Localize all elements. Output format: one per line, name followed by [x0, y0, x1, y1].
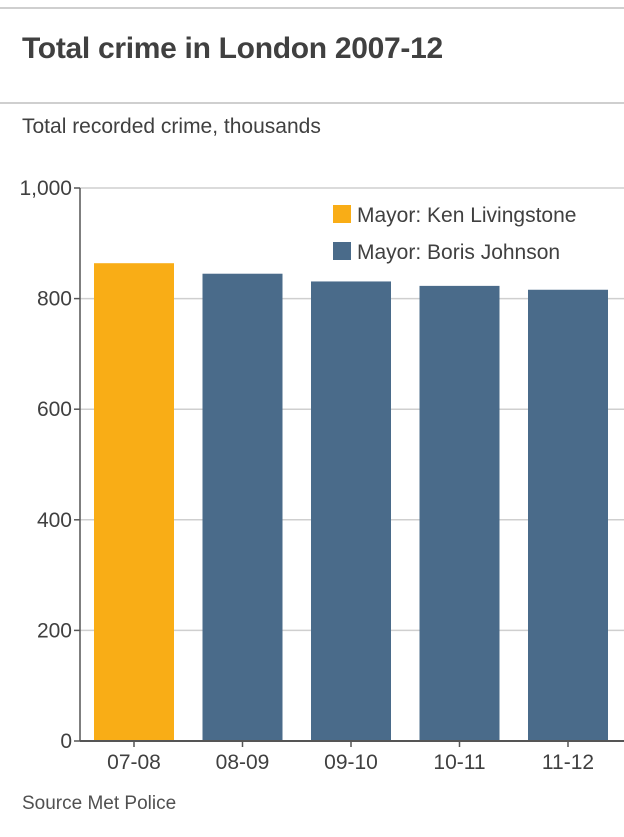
source-note: Source Met Police — [22, 793, 177, 814]
legend-label: Mayor: Ken Livingstone — [357, 204, 576, 227]
chart-subtitle: Total recorded crime, thousands — [22, 115, 321, 138]
x-axis-ticks: 07-08 08-09 09-10 10-11 11-12 — [107, 741, 594, 774]
chart-title: Total crime in London 2007-12 — [22, 32, 443, 65]
bar-07-08 — [94, 263, 174, 741]
x-tick-label: 07-08 — [107, 751, 161, 774]
y-axis-ticks: 0 200 400 600 800 1,000 — [19, 177, 80, 753]
bar-10-11 — [419, 285, 500, 741]
bar-11-12 — [528, 289, 608, 741]
y-tick-label: 800 — [37, 288, 72, 311]
y-tick-label: 200 — [37, 619, 72, 642]
title-divider — [0, 102, 624, 104]
y-tick-label: 1,000 — [19, 177, 72, 200]
legend-swatch — [333, 205, 351, 223]
bars — [94, 263, 608, 741]
legend-swatch — [333, 242, 351, 260]
y-tick-label: 600 — [37, 398, 72, 421]
bar-08-09 — [202, 273, 283, 741]
x-tick-label: 09-10 — [324, 751, 378, 774]
bar-09-10 — [311, 281, 391, 741]
legend-label: Mayor: Boris Johnson — [357, 241, 560, 264]
y-tick-label: 0 — [60, 730, 72, 753]
top-rule — [0, 7, 624, 9]
axes — [79, 188, 624, 742]
legend: Mayor: Ken Livingstone Mayor: Boris Johns… — [333, 204, 576, 264]
bar-chart: 0 200 400 600 800 1,000 07-08 08-09 09-10 10-11 1… — [19, 177, 624, 774]
x-tick-label: 08-09 — [216, 751, 270, 774]
x-tick-label: 11-12 — [542, 751, 594, 774]
y-tick-label: 400 — [37, 509, 72, 532]
x-tick-label: 10-11 — [433, 751, 485, 774]
